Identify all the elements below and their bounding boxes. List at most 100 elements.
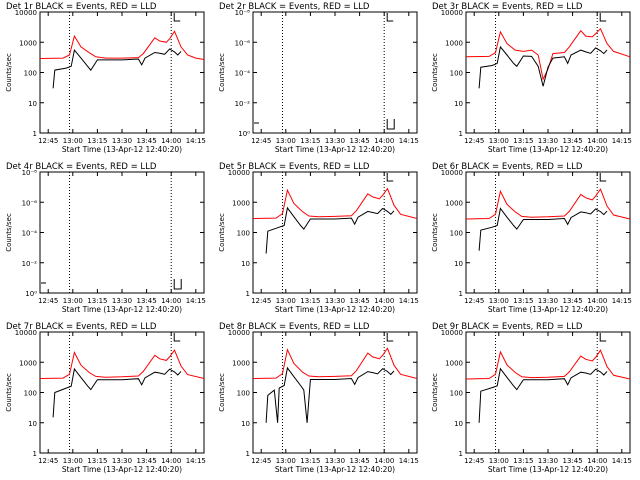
top-bracket-marker — [599, 333, 607, 342]
y-tick-label: 10⁻⁸ — [22, 169, 38, 177]
y-tick-label: 100 — [24, 70, 37, 78]
x-tick-label: 14:15 — [186, 457, 206, 465]
lld-series-line — [465, 188, 631, 220]
y-tick-label: 10⁻⁸ — [235, 9, 251, 17]
y-tick-label: 1 — [246, 290, 250, 298]
y-tick-label: 1000 — [445, 199, 463, 207]
x-tick-label: 13:15 — [300, 457, 320, 465]
y-tick-label: 1 — [246, 450, 250, 458]
x-tick-label: 13:00 — [276, 457, 296, 465]
events-series-line — [478, 367, 608, 423]
det-panel-3: Det 3r BLACK = Events, RED = LLD 1 10 100 10… — [431, 2, 632, 154]
x-axis-label: Start Time (13-Apr-12 12:40:20) — [62, 305, 182, 314]
plot-frame — [252, 331, 418, 454]
y-tick-label: 10⁻⁶ — [22, 199, 38, 207]
panel-title: Det 6r BLACK = Events, RED = LLD — [432, 162, 583, 172]
top-bracket-marker — [386, 13, 394, 22]
y-tick-label: 10000 — [15, 329, 37, 337]
x-tick-label: 12:45 — [38, 137, 58, 145]
y-tick-label: 100 — [450, 70, 463, 78]
y-tick-label: 10⁻⁴ — [22, 230, 38, 238]
y-tick-label: 10000 — [441, 169, 463, 177]
y-tick-label: 10000 — [228, 169, 250, 177]
plot-frame — [465, 11, 631, 134]
lld-series-line — [39, 349, 205, 379]
y-axis-label: Counts/sec — [431, 373, 439, 412]
det-panel-6: Det 6r BLACK = Events, RED = LLD 1 10 100 10… — [431, 162, 632, 314]
y-tick-label: 10 — [454, 260, 463, 268]
x-axis-label: Start Time (13-Apr-12 12:40:20) — [488, 305, 608, 314]
y-tick-label: 10000 — [15, 9, 37, 17]
y-tick-label: 10 — [28, 420, 37, 428]
top-bracket-marker — [386, 173, 394, 182]
y-tick-label: 100 — [237, 390, 250, 398]
x-tick-label: 12:45 — [464, 457, 484, 465]
y-tick-label: 10⁰ — [238, 130, 250, 138]
x-tick-label: 12:45 — [464, 137, 484, 145]
y-tick-label: 1000 — [19, 39, 37, 47]
y-tick-label: 10 — [28, 100, 37, 108]
x-tick-label: 13:00 — [489, 297, 509, 305]
top-bracket-marker — [386, 333, 394, 342]
events-series-line — [478, 45, 608, 89]
x-tick-label: 14:00 — [587, 457, 607, 465]
x-tick-label: 14:00 — [374, 297, 394, 305]
x-tick-label: 13:30 — [325, 457, 345, 465]
y-tick-label: 1 — [459, 290, 463, 298]
x-tick-label: 13:15 — [513, 297, 533, 305]
y-axis-label: Counts/sec — [431, 213, 439, 252]
x-tick-label: 14:15 — [612, 457, 632, 465]
x-tick-label: 13:45 — [563, 137, 583, 145]
y-tick-label: 1000 — [445, 39, 463, 47]
x-tick-label: 13:15 — [87, 297, 107, 305]
x-tick-label: 13:00 — [276, 297, 296, 305]
x-tick-label: 13:00 — [489, 137, 509, 145]
y-tick-label: 100 — [450, 230, 463, 238]
x-tick-label: 14:15 — [186, 137, 206, 145]
y-axis-label: Counts/sec — [218, 373, 226, 412]
y-axis-label: Counts/sec — [218, 53, 226, 92]
y-tick-label: 10 — [241, 420, 250, 428]
det-panel-4: Det 4r BLACK = Events, RED = LLD 10⁰ 10⁻² 1… — [5, 162, 206, 314]
events-series-line — [52, 367, 182, 418]
lld-series-line — [465, 349, 631, 380]
x-tick-label: 13:30 — [538, 137, 558, 145]
y-tick-label: 1000 — [445, 359, 463, 367]
y-tick-label: 10000 — [441, 329, 463, 337]
x-tick-label: 13:15 — [300, 297, 320, 305]
x-tick-label: 12:45 — [251, 297, 271, 305]
y-tick-label: 10⁻⁴ — [235, 70, 251, 78]
y-axis-label: Counts/sec — [431, 53, 439, 92]
y-tick-label: 10 — [241, 260, 250, 268]
x-tick-label: 13:00 — [63, 137, 83, 145]
x-tick-label: 13:00 — [276, 137, 296, 145]
x-tick-label: 13:45 — [137, 137, 157, 145]
det-panel-7: Det 7r BLACK = Events, RED = LLD 1 10 100 10… — [5, 322, 206, 474]
bottom-bracket-marker — [173, 279, 182, 290]
events-series-line — [52, 48, 182, 89]
x-tick-label: 13:45 — [563, 297, 583, 305]
x-tick-label: 13:30 — [538, 457, 558, 465]
y-tick-label: 10000 — [441, 9, 463, 17]
x-tick-label: 14:00 — [161, 457, 181, 465]
lld-series-line — [252, 187, 418, 219]
x-tick-label: 14:15 — [399, 457, 419, 465]
x-tick-label: 13:45 — [137, 457, 157, 465]
y-tick-label: 10000 — [228, 329, 250, 337]
plot-frame — [465, 171, 631, 294]
x-tick-label: 13:00 — [63, 297, 83, 305]
x-tick-label: 14:15 — [612, 137, 632, 145]
y-tick-label: 10⁻² — [22, 260, 38, 268]
x-tick-label: 13:45 — [137, 297, 157, 305]
plot-frame — [252, 171, 418, 294]
panel-title: Det 1r BLACK = Events, RED = LLD — [6, 2, 157, 12]
x-tick-label: 13:30 — [325, 137, 345, 145]
y-axis-label: Counts/sec — [5, 373, 13, 412]
x-tick-label: 13:45 — [350, 297, 370, 305]
x-tick-label: 13:15 — [513, 137, 533, 145]
y-tick-label: 1 — [33, 450, 37, 458]
panel-title: Det 2r BLACK = Events, RED = LLD — [219, 2, 370, 12]
events-series-line — [478, 207, 608, 251]
x-tick-label: 14:00 — [161, 297, 181, 305]
x-tick-label: 14:15 — [399, 137, 419, 145]
